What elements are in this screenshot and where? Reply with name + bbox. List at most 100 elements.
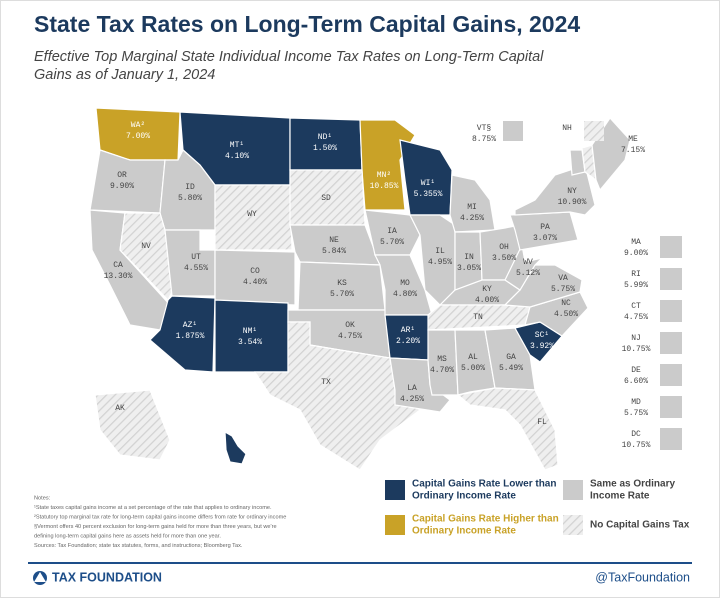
- state: [253, 321, 421, 471]
- state-rate: 4.10%: [225, 152, 249, 161]
- state-rate: 3.07%: [533, 234, 557, 243]
- subtitle: Gains as of January 1, 2024: [34, 67, 215, 83]
- state-label: NE: [329, 236, 339, 245]
- state-rate: 7.25%: [200, 454, 224, 463]
- state-label: WA²: [131, 121, 145, 130]
- state-box: [584, 121, 604, 141]
- state-rate: 4.00%: [475, 296, 499, 305]
- state-label: MI: [467, 203, 477, 212]
- state-label: OK: [345, 321, 355, 330]
- state-label: VA: [558, 274, 568, 283]
- state-rate: 3.92%: [530, 342, 554, 351]
- state-box: [660, 300, 682, 322]
- state-label: TX: [321, 378, 331, 387]
- state-label: NY: [567, 187, 577, 196]
- state-rate: 5.12%: [516, 269, 540, 278]
- state-label: IA: [387, 227, 397, 236]
- state-label: CO: [250, 267, 260, 276]
- state-rate: 7.00%: [126, 132, 150, 141]
- state-label: UT: [191, 253, 201, 262]
- state-label: RI: [631, 270, 641, 279]
- state-label: NH: [562, 124, 572, 133]
- state-label: WV: [523, 258, 533, 267]
- state-label: GA: [506, 353, 516, 362]
- state-rate: 4.50%: [554, 310, 578, 319]
- title: State Tax Rates on Long-Term Capital Gai…: [34, 11, 580, 37]
- state-rate: 4.80%: [393, 290, 417, 299]
- state: [503, 264, 583, 308]
- legend-label: Same as Ordinary: [590, 479, 675, 490]
- legend-swatch: [385, 480, 405, 500]
- state: [214, 184, 293, 251]
- state-rate: 5.70%: [330, 290, 354, 299]
- state-rate: 10.85%: [370, 182, 399, 191]
- state-label: MS: [437, 355, 447, 364]
- legend-label: Capital Gains Rate Higher than: [412, 514, 559, 525]
- state-rate: 4.75%: [624, 313, 648, 322]
- state-label: OH: [499, 243, 509, 252]
- state: [364, 209, 421, 256]
- state-rate: 6.60%: [624, 377, 648, 386]
- state-rate: 13.30%: [104, 272, 133, 281]
- state-label: ME: [628, 135, 638, 144]
- state-rate: 4.55%: [184, 264, 208, 273]
- state-label: FL: [537, 418, 547, 427]
- state-rate: 1.50%: [313, 144, 337, 153]
- state-rate: 5.49%: [499, 364, 523, 373]
- state-rate: 9.00%: [624, 249, 648, 258]
- note: defining long-term capital gains here as…: [34, 533, 221, 539]
- state: [484, 327, 536, 391]
- state-rate: 10.75%: [622, 441, 651, 450]
- state-rate: 4.95%: [428, 258, 452, 267]
- legend-label: Ordinary Income Rate: [412, 491, 516, 502]
- state-label: KS: [337, 279, 347, 288]
- legend-label: No Capital Gains Tax: [590, 520, 690, 531]
- legend-swatch: [563, 515, 583, 535]
- state-box: [660, 364, 682, 386]
- note: §Vermont offers 40 percent exclusion for…: [34, 524, 277, 530]
- state-box: [660, 428, 682, 450]
- state-label: NJ: [631, 334, 641, 343]
- state-label: IN: [464, 253, 474, 262]
- legend-label: Income Rate: [590, 491, 650, 502]
- state-label: ND¹: [318, 133, 332, 142]
- state-box: [660, 236, 682, 258]
- state-rate: 8.75%: [472, 135, 496, 144]
- state: [214, 249, 296, 306]
- state-rate: 3.50%: [492, 254, 516, 263]
- state-label: MD: [631, 398, 641, 407]
- state-label: LA: [407, 384, 417, 393]
- state-label: AK: [115, 404, 125, 413]
- state-label: MN²: [377, 171, 391, 180]
- state-rate: 5.84%: [322, 247, 346, 256]
- state-rate: 10.90%: [558, 198, 587, 207]
- state-label: OR: [117, 171, 127, 180]
- state-label: KY: [482, 285, 492, 294]
- state-rate: 3.54%: [238, 338, 262, 347]
- state-label: AZ¹: [183, 321, 197, 330]
- state-label: AL: [468, 353, 478, 362]
- state-box: [660, 332, 682, 354]
- state-label: MT¹: [230, 141, 244, 150]
- state-rate: 4.25%: [460, 214, 484, 223]
- legend-swatch: [385, 515, 405, 535]
- brand: TAX FOUNDATION: [52, 570, 162, 584]
- state: [94, 389, 171, 461]
- state-rate: 5.75%: [551, 285, 575, 294]
- logo: [33, 571, 47, 585]
- state: [224, 430, 247, 465]
- state-label: ID: [185, 183, 195, 192]
- state: [514, 164, 596, 216]
- handle: @TaxFoundation: [595, 570, 690, 584]
- state-label: AR¹: [401, 326, 415, 335]
- legend-swatch: [563, 480, 583, 500]
- state-rate: 5.355%: [414, 190, 443, 199]
- note: ¹State taxes capital gains income at a s…: [34, 505, 272, 511]
- state: [456, 387, 559, 471]
- state-label: IL: [435, 247, 445, 256]
- state-rate: 5.00%: [461, 364, 485, 373]
- state-rate: 4.40%: [243, 278, 267, 287]
- state-label: WI¹: [421, 179, 435, 188]
- state-label: DC: [631, 430, 641, 439]
